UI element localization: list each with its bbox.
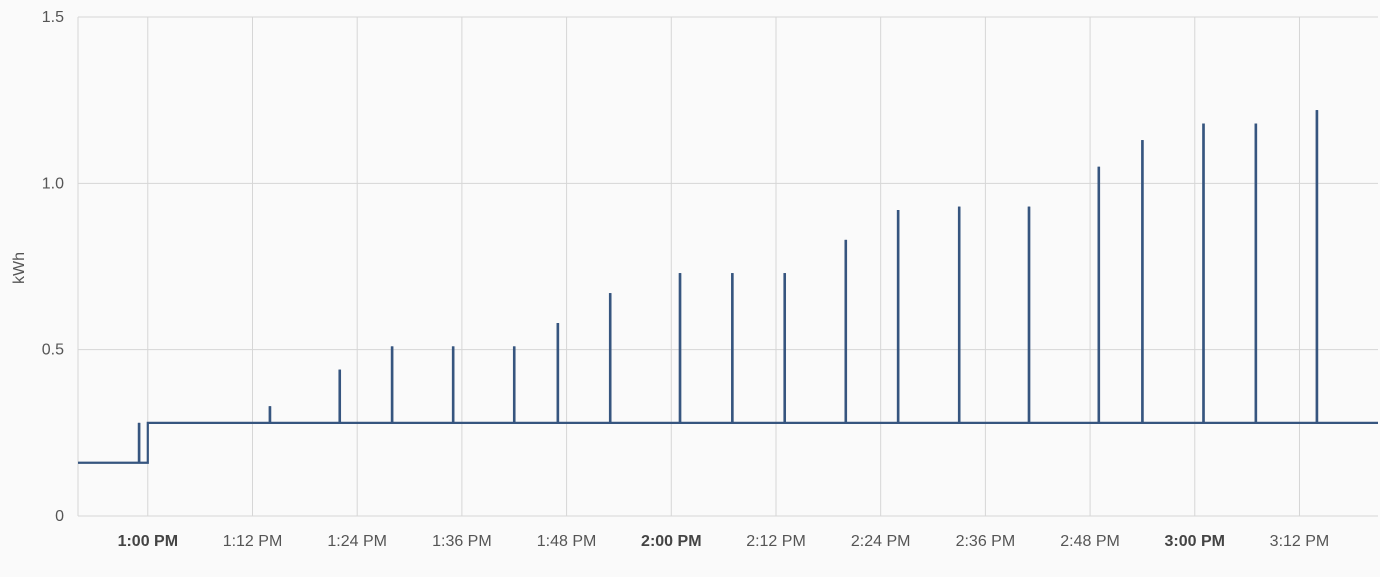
- x-tick-label: 2:24 PM: [851, 533, 911, 550]
- x-tick-label: 1:00 PM: [118, 533, 178, 550]
- x-tick-label: 1:36 PM: [432, 533, 492, 550]
- y-axis-label: kWh: [11, 252, 28, 284]
- x-tick-label: 2:00 PM: [641, 533, 701, 550]
- y-tick-label: 1.5: [42, 9, 64, 26]
- x-tick-label: 1:24 PM: [327, 533, 387, 550]
- y-tick-label: 0.5: [42, 342, 64, 359]
- x-tick-label: 2:12 PM: [746, 533, 806, 550]
- y-tick-label: 1.0: [42, 175, 64, 192]
- x-tick-label: 3:12 PM: [1270, 533, 1330, 550]
- x-tick-label: 3:00 PM: [1165, 533, 1225, 550]
- grid-layer: [77, 16, 1378, 517]
- x-tick-label: 2:36 PM: [956, 533, 1016, 550]
- x-tick-label: 1:48 PM: [537, 533, 597, 550]
- y-tick-label: 0: [55, 508, 64, 525]
- series-layer: [78, 110, 1378, 464]
- x-tick-label: 2:48 PM: [1060, 533, 1120, 550]
- series-kwh-line: [78, 110, 1378, 464]
- axis-layer: kWh 0 0.5 1.0 1.5 1:00 PM 1:12 PM 1:24 PM 1:36 …: [11, 9, 1329, 550]
- x-tick-label: 1:12 PM: [223, 533, 283, 550]
